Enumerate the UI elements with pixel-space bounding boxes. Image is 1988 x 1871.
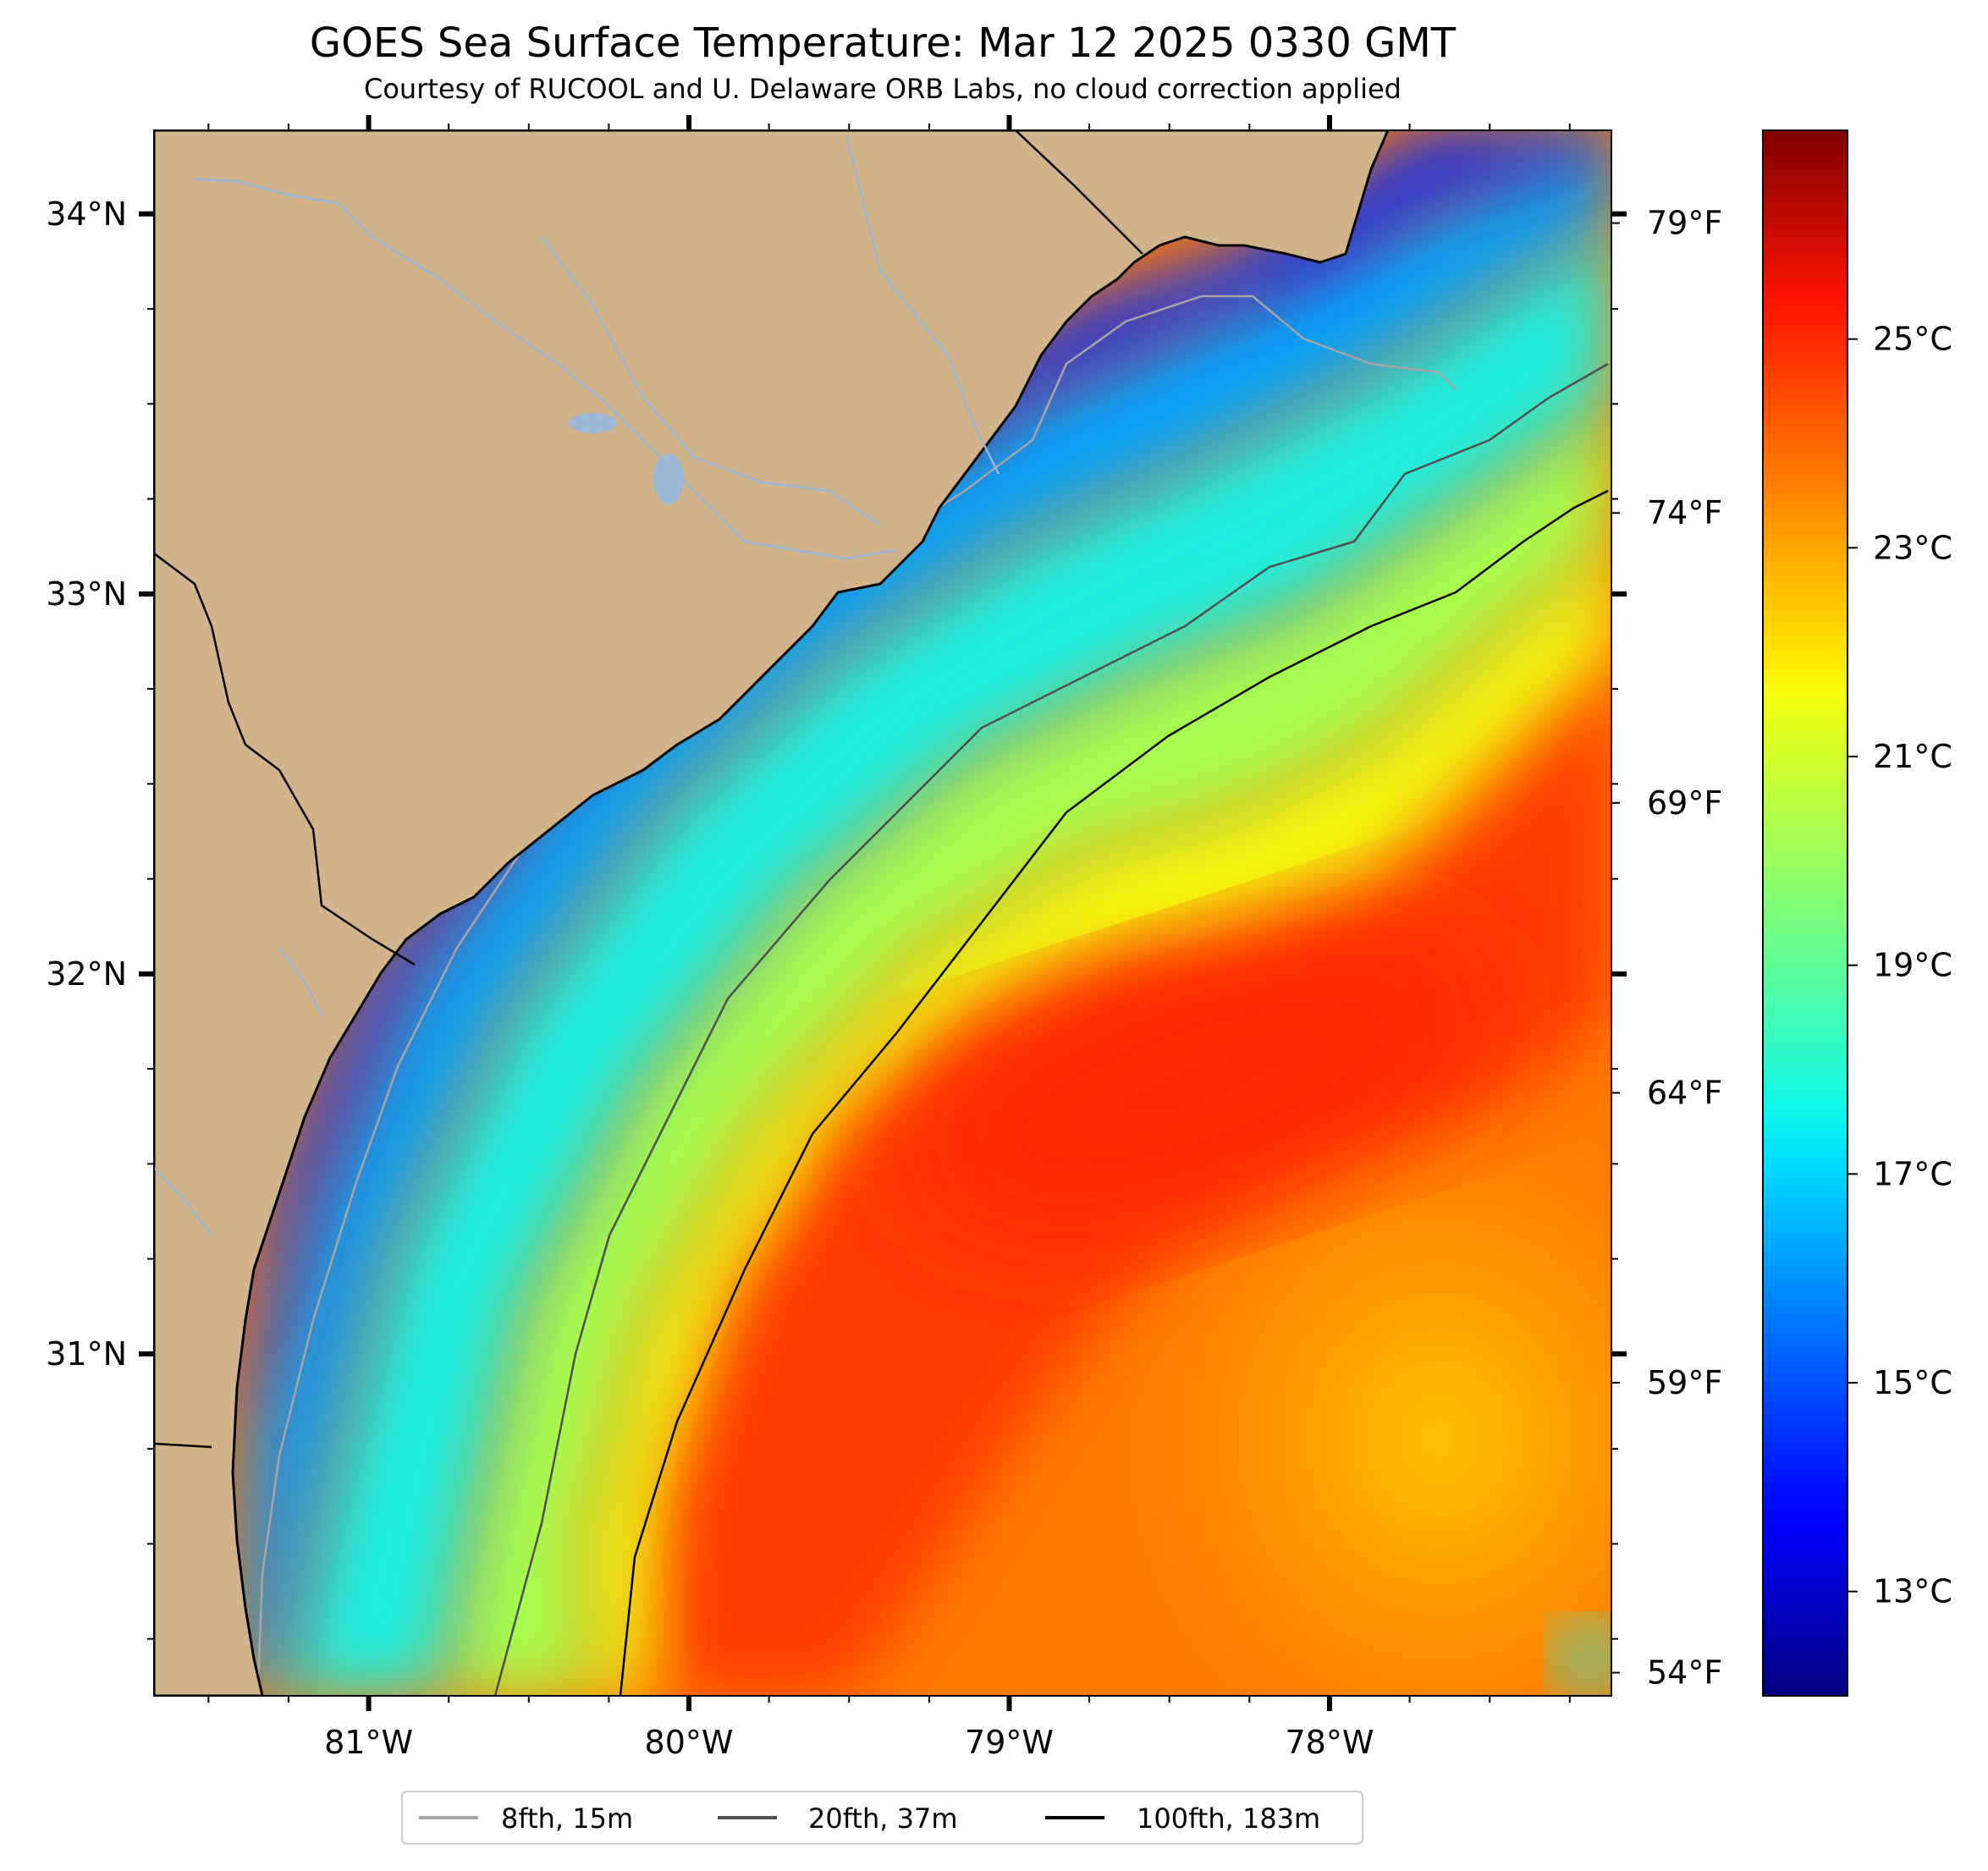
colorbar-tick-label: 19°C <box>1873 947 1952 984</box>
colorbar-tick-label: 13°C <box>1873 1573 1952 1610</box>
sst-cyan-zone <box>279 220 1611 1696</box>
sst-gulf-stream-max <box>909 930 1495 1236</box>
colorbar-tick-label: 21°C <box>1873 738 1952 775</box>
minor-ticks <box>147 124 1618 1703</box>
colorbar-tick-label: 17°C <box>1873 1155 1952 1192</box>
figure-title: GOES Sea Surface Temperature: Mar 12 202… <box>310 19 1457 67</box>
colorbar-tick-label: 25°C <box>1873 321 1952 358</box>
map-panel <box>154 130 1611 1696</box>
fahrenheit-tick-label: 74°F <box>1647 494 1722 531</box>
lon-tick-label: 80°W <box>645 1724 734 1761</box>
fahrenheit-tick-label: 69°F <box>1647 784 1722 822</box>
lon-tick-label: 79°W <box>965 1724 1054 1761</box>
land-mass <box>154 130 1390 1696</box>
isobath-legend: 8fth, 15m 20fth, 37m 100fth, 183m <box>401 1791 1363 1845</box>
sst-light-blue-zone <box>245 130 1611 1696</box>
sst-se-corner-patch <box>1557 1625 1611 1692</box>
sst-field <box>239 130 1611 1696</box>
fahrenheit-axis: 79°F 74°F 69°F 64°F 59°F 54°F <box>1611 205 1722 1692</box>
longitude-axis: 81°W 80°W 79°W 78°W <box>324 115 1374 1761</box>
colorbar-ticks: 25°C 23°C 21°C 19°C 17°C 15°C 13°C <box>1848 321 1952 1610</box>
latitude-axis: 34°N 33°N 32°N 31°N <box>46 195 1627 1373</box>
lon-tick-label: 78°W <box>1285 1724 1374 1761</box>
lat-tick-label: 31°N <box>46 1335 127 1373</box>
lat-tick-label: 32°N <box>46 955 127 993</box>
sst-yellow-front <box>584 542 1611 1696</box>
lake-moultrie <box>569 413 616 433</box>
state-borders <box>154 130 1143 1449</box>
sst-warm-southeast <box>1117 1083 1611 1696</box>
lat-tick-label: 34°N <box>46 195 127 233</box>
legend-frame <box>401 1791 1363 1845</box>
colorbar-tick-label: 23°C <box>1873 529 1952 566</box>
legend-label-8fth: 8fth, 15m <box>501 1802 633 1835</box>
map-frame <box>153 129 1612 1697</box>
lon-tick-label: 81°W <box>324 1724 413 1761</box>
legend-label-20fth: 20fth, 37m <box>808 1802 957 1835</box>
lat-tick-label: 33°N <box>46 575 127 613</box>
figure-subtitle: Courtesy of RUCOOL and U. Delaware ORB L… <box>364 73 1402 105</box>
colorbar <box>1762 129 1848 1697</box>
isobath-20fth <box>493 362 1609 1696</box>
colorbar-tick-label: 15°C <box>1873 1364 1952 1401</box>
fahrenheit-tick-label: 59°F <box>1647 1364 1722 1401</box>
sst-green-zone <box>440 398 1611 1696</box>
fahrenheit-tick-label: 79°F <box>1647 205 1722 242</box>
fahrenheit-tick-label: 64°F <box>1647 1074 1722 1111</box>
isobath-100fth <box>619 489 1609 1696</box>
legend-label-100fth: 100fth, 183m <box>1137 1802 1320 1835</box>
rivers <box>154 135 1000 1236</box>
fahrenheit-tick-label: 54°F <box>1647 1654 1722 1692</box>
lake-marion <box>653 454 684 504</box>
